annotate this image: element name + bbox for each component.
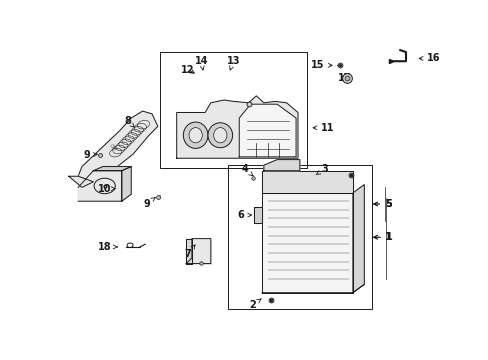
Text: 7: 7 [184, 245, 195, 259]
Ellipse shape [213, 127, 226, 143]
Ellipse shape [207, 123, 232, 148]
Polygon shape [352, 185, 364, 293]
Polygon shape [78, 111, 158, 182]
Polygon shape [262, 171, 352, 193]
Polygon shape [68, 176, 93, 187]
Text: 10: 10 [98, 184, 115, 194]
Text: 14: 14 [194, 56, 208, 70]
Text: 5: 5 [373, 199, 391, 209]
Bar [159, 51, 307, 168]
Text: 17: 17 [337, 73, 350, 83]
Polygon shape [186, 239, 210, 264]
Text: 9: 9 [142, 198, 155, 209]
Text: 12: 12 [181, 64, 194, 75]
Text: 3: 3 [315, 164, 327, 175]
Ellipse shape [189, 127, 202, 143]
Text: 2: 2 [248, 299, 261, 310]
Polygon shape [93, 167, 131, 171]
Text: 1: 1 [373, 232, 391, 242]
Text: 18: 18 [98, 242, 117, 252]
Text: 11: 11 [312, 123, 333, 133]
Bar [227, 165, 371, 309]
Polygon shape [122, 167, 131, 201]
Text: 13: 13 [226, 56, 240, 70]
Ellipse shape [183, 122, 207, 148]
Text: 9: 9 [83, 150, 97, 161]
Text: 8: 8 [124, 116, 134, 127]
Text: 4: 4 [241, 164, 253, 176]
Polygon shape [239, 104, 296, 157]
Polygon shape [264, 159, 299, 171]
Polygon shape [253, 207, 262, 223]
Polygon shape [78, 171, 122, 201]
Text: 5: 5 [373, 199, 391, 209]
Text: 6: 6 [237, 210, 251, 220]
Polygon shape [262, 193, 352, 293]
Text: 16: 16 [418, 53, 439, 63]
Polygon shape [186, 239, 191, 264]
Polygon shape [176, 96, 297, 158]
Text: 1: 1 [373, 232, 392, 242]
Text: GM: GM [107, 143, 117, 152]
Text: 15: 15 [310, 60, 331, 70]
